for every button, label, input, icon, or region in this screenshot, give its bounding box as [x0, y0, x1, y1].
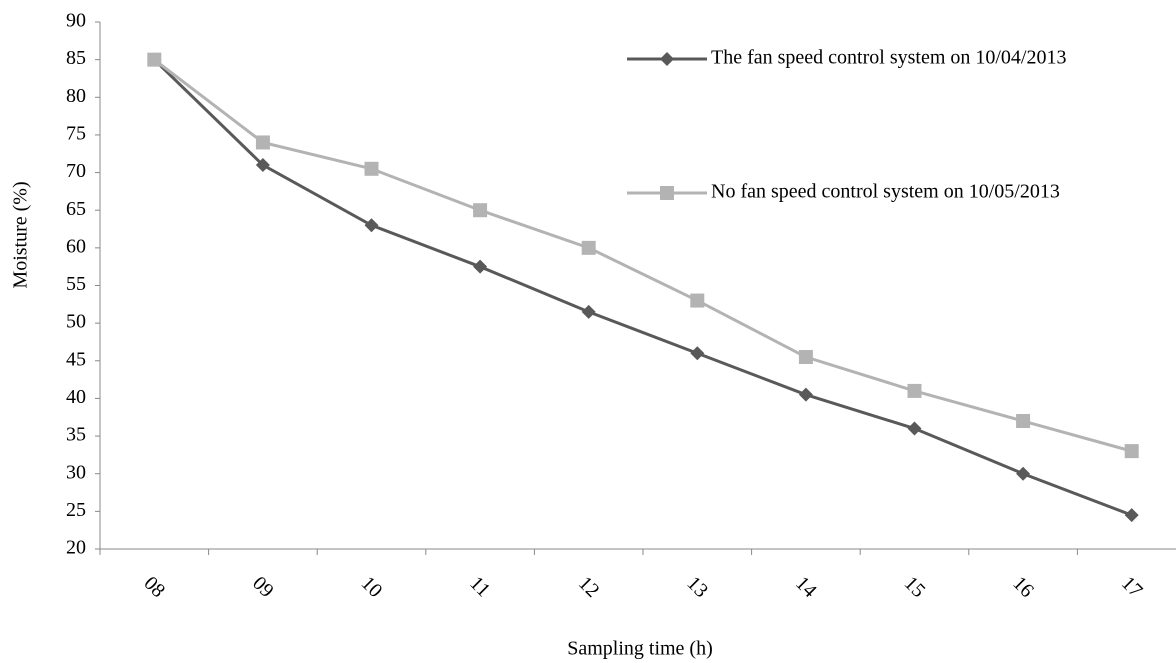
data-point [473, 259, 488, 274]
series-line [153, 58, 1133, 453]
data-point [690, 293, 705, 308]
x-tick-label: 09 [248, 572, 278, 602]
data-point [255, 135, 270, 150]
legend-label: The fan speed control system on 10/04/20… [711, 47, 1067, 69]
y-tick-label: 65 [66, 198, 86, 220]
x-tick-label: 16 [1008, 572, 1038, 602]
y-tick-label: 55 [66, 273, 86, 295]
x-tick-label: 10 [357, 572, 387, 602]
legend-marker [660, 186, 674, 200]
data-point [364, 218, 379, 233]
data-point [473, 203, 488, 218]
data-point [364, 161, 379, 176]
data-point [147, 52, 162, 67]
data-point [581, 240, 596, 255]
y-tick-label: 20 [66, 537, 86, 559]
data-point [255, 158, 270, 173]
data-point [581, 304, 596, 319]
x-tick-label: 14 [791, 572, 821, 602]
x-axis-label: Sampling time (h) [567, 638, 713, 660]
data-point [690, 346, 705, 361]
y-tick-label: 40 [66, 386, 86, 408]
y-tick-label: 75 [66, 123, 86, 145]
series-line [153, 58, 1133, 517]
data-point [1124, 444, 1139, 459]
y-tick-label: 90 [66, 10, 86, 32]
x-tick-label: 17 [1117, 572, 1147, 602]
data-point [1016, 414, 1031, 429]
x-tick-label: 13 [683, 572, 713, 602]
legend-marker [660, 52, 674, 66]
x-tick-label: 08 [140, 572, 170, 602]
y-tick-label: 60 [66, 235, 86, 257]
y-axis-label: Moisture (%) [10, 181, 32, 288]
x-tick-label: 11 [465, 572, 494, 601]
y-tick-label: 85 [66, 47, 86, 69]
data-point [798, 387, 813, 402]
x-tick-label: 15 [900, 572, 930, 602]
data-point [907, 383, 922, 398]
y-tick-label: 80 [66, 85, 86, 107]
y-tick-label: 45 [66, 348, 86, 370]
data-point [907, 421, 922, 436]
y-tick-label: 50 [66, 311, 86, 333]
legend-label: No fan speed control system on 10/05/201… [711, 181, 1060, 203]
data-point [798, 350, 813, 365]
x-tick-label: 12 [574, 572, 604, 602]
y-tick-label: 25 [66, 499, 86, 521]
y-tick-label: 30 [66, 461, 86, 483]
data-point [1016, 466, 1031, 481]
data-point [1124, 508, 1139, 523]
y-tick-label: 35 [66, 424, 86, 446]
y-tick-label: 70 [66, 160, 86, 182]
